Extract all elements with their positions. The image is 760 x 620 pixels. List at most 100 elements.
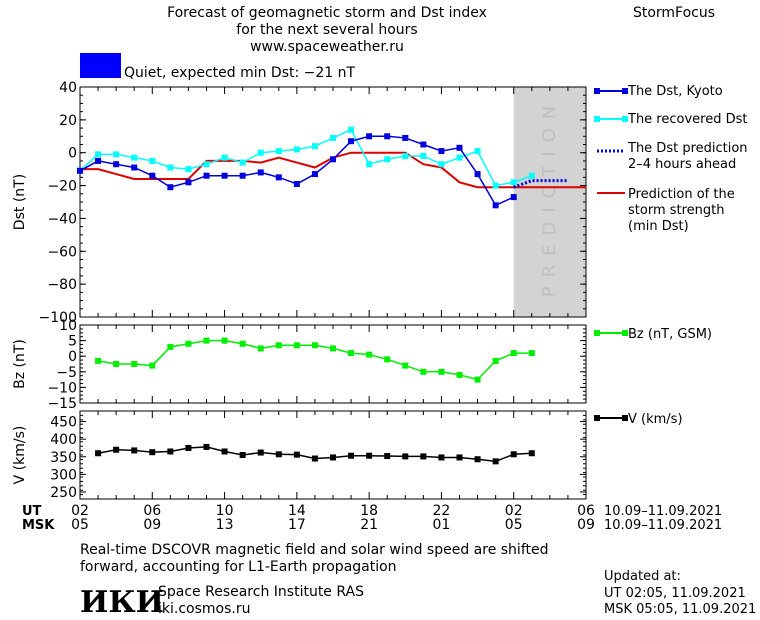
legend-recovered-swatch-marker (622, 116, 628, 122)
bz-point (185, 340, 192, 347)
dst-ytick-label: −80 (47, 277, 77, 293)
dst-recovered-point (330, 134, 336, 141)
dst-kyoto-point (384, 133, 391, 140)
v-point (402, 453, 409, 460)
x-axis-msk-label: MSK (22, 518, 55, 533)
x-tick-label-ut: 06 (143, 503, 161, 519)
dst-kyoto-point (275, 174, 282, 181)
status-text: Quiet, expected min Dst: −21 nT (124, 65, 356, 81)
dst-recovered-point (221, 154, 228, 161)
dst-kyoto-point (420, 141, 427, 148)
bz-point (95, 357, 102, 364)
legend-prediction-label: The Dst prediction (627, 141, 748, 156)
bz-ytick-label: −15 (47, 396, 77, 412)
dst-recovered-point (185, 166, 192, 173)
dst-ylabel: Dst (nT) (12, 174, 28, 230)
dst-kyoto-point (257, 169, 264, 176)
dst-prediction-line (513, 179, 568, 189)
dst-kyoto-point (131, 164, 138, 171)
dst-recovered-point (113, 151, 120, 158)
dst-ytick-label: −20 (47, 179, 77, 195)
v-point (366, 452, 373, 459)
legend-v-label: V (km/s) (628, 412, 683, 427)
bz-point (311, 342, 318, 349)
dst-kyoto-point (185, 179, 192, 186)
bz-ylabel: Bz (nT) (12, 339, 28, 389)
dst-kyoto-point (239, 172, 246, 179)
dst-recovered-line (79, 128, 533, 187)
dst-kyoto-point (113, 161, 120, 168)
bz-point (167, 343, 174, 350)
dst-recovered-point (275, 148, 282, 155)
x-tick-label-msk: 09 (577, 517, 595, 533)
dst-kyoto-point (456, 144, 463, 151)
bz-point (528, 350, 535, 357)
bz-point (384, 356, 391, 363)
v-point (185, 444, 192, 451)
prediction-band (513, 87, 586, 317)
dst-kyoto-point (293, 180, 300, 187)
bz-point (149, 362, 156, 369)
dst-kyoto-point (402, 134, 409, 141)
dst-recovered-point (131, 154, 138, 161)
dst-ytick-label: −40 (47, 211, 77, 227)
dst-frame (79, 86, 587, 318)
v-point (528, 450, 535, 457)
legend: The Dst, Kyoto The recovered Dst The Dst p… (594, 84, 748, 427)
dst-recovered-point (402, 153, 409, 159)
brand-name: StormFocus (633, 5, 715, 21)
v-point (95, 450, 102, 457)
bz-point (293, 342, 300, 349)
bz-ytick-label: −10 (47, 380, 77, 396)
bz-ytick-label: 5 (68, 334, 77, 350)
dst-kyoto-point (167, 184, 174, 191)
date-range-ut: 10.09–11.09.2021 (604, 504, 722, 519)
bz-point (474, 376, 481, 383)
x-tick-label-msk: 13 (216, 517, 234, 533)
x-tick-label-ut: 14 (288, 503, 306, 519)
bz-point (402, 362, 409, 369)
v-point (474, 456, 481, 463)
dst-recovered-point (311, 143, 318, 150)
dst-recovered-point (348, 126, 355, 133)
x-tick-label-ut: 10 (216, 503, 234, 519)
v-point (203, 443, 210, 450)
v-ytick-label: 350 (50, 450, 77, 466)
dst-recovered-point (474, 148, 481, 155)
x-axis: UT MSK 10.09–11.09.2021 10.09–11.09.2021… (22, 503, 722, 533)
legend-bz-swatch-marker (594, 330, 600, 336)
bz-point (420, 368, 427, 375)
institute-website: iki.cosmos.ru (158, 601, 250, 617)
bz-point (510, 350, 517, 357)
bz-point (257, 345, 264, 352)
v-point (257, 449, 264, 456)
v-point (510, 451, 517, 458)
legend-kyoto-swatch-marker (594, 88, 600, 94)
legend-v-swatch-marker (594, 415, 600, 421)
x-tick-label-msk: 05 (71, 517, 89, 533)
v-point (348, 452, 355, 459)
dst-recovered-point (420, 153, 427, 159)
dst-kyoto-point (510, 194, 517, 201)
dst-kyoto-point (474, 171, 481, 178)
v-point (239, 452, 246, 458)
dst-kyoto-point (348, 138, 355, 145)
dst-kyoto-point (492, 202, 499, 209)
updated-ut: UT 02:05, 11.09.2021 (604, 586, 746, 601)
bz-ytick-label: 10 (59, 318, 77, 334)
dst-recovered-point (492, 182, 499, 189)
x-tick-label-msk: 17 (288, 517, 306, 533)
dst-recovered-point (528, 172, 535, 179)
x-tick-label-ut: 22 (433, 503, 451, 519)
bz-point (221, 337, 228, 344)
legend-bz-label: Bz (nT, GSM) (628, 327, 712, 342)
x-tick-label-msk: 05 (505, 517, 523, 533)
v-point (330, 454, 336, 461)
v-point (456, 454, 463, 461)
x-tick-label-ut: 02 (505, 503, 523, 519)
dst-recovered-point (293, 146, 300, 153)
dst-kyoto-point (366, 133, 373, 140)
bz-point (275, 342, 282, 349)
